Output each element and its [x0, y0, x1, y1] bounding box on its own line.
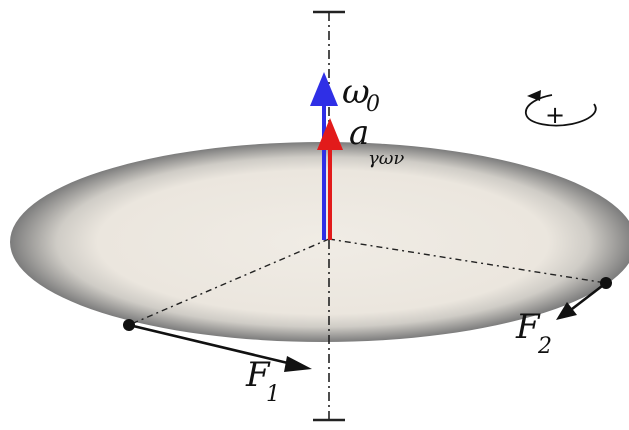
f2-subscript: 2 — [537, 334, 552, 359]
disk — [10, 142, 629, 342]
omega-label: ω — [342, 72, 370, 112]
acceleration-vector — [317, 118, 343, 240]
acceleration-arrowhead — [317, 118, 343, 150]
f2-arrow-shaft — [571, 281, 607, 311]
rotation-arc — [525, 94, 597, 127]
rotation-axis-lower — [313, 240, 345, 422]
omega-arrowhead — [310, 72, 338, 106]
force-f2 — [556, 277, 612, 320]
f1-arrowhead — [284, 356, 312, 372]
rotation-sign: + — [545, 101, 565, 129]
acceleration-subscript: γων — [368, 148, 404, 169]
omega-vector — [310, 72, 338, 240]
omega-subscript: 0 — [366, 92, 380, 117]
force-f1 — [123, 319, 312, 372]
rotation-arrowhead-icon — [527, 90, 541, 101]
f2-label: F — [515, 307, 541, 347]
f1-arrow-shaft — [128, 323, 293, 366]
acceleration-label: a — [349, 113, 369, 153]
radius-to-f1 — [128, 238, 330, 326]
rotation-direction-indicator: + — [525, 90, 597, 129]
vector-labels: ω 0 a γων F 1 F 2 — [245, 72, 552, 407]
f2-arrowhead — [556, 302, 577, 320]
f1-label: F — [245, 355, 271, 395]
disk-radii — [128, 238, 607, 326]
f1-subscript: 1 — [266, 382, 280, 407]
